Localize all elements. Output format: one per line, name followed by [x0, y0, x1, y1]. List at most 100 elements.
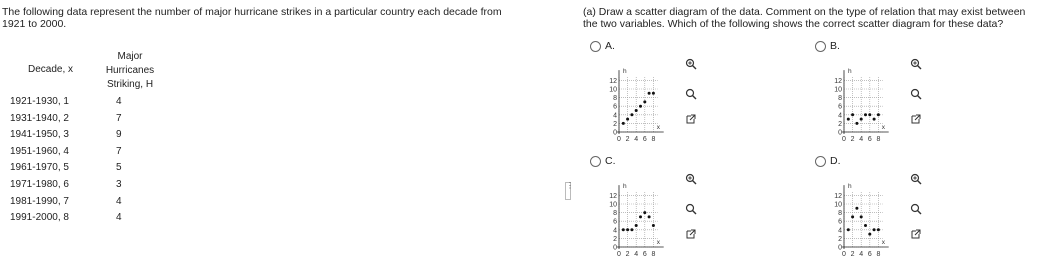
- icon-shape: [685, 88, 695, 98]
- icon-shape: [692, 180, 697, 185]
- x-tick-label: 0: [617, 136, 621, 143]
- table-cell: 7: [116, 145, 122, 157]
- x-axis-label: x: [657, 124, 661, 131]
- point: [864, 113, 867, 117]
- table-cell: 1951-1960, 4: [10, 145, 69, 157]
- icon-link[interactable]: [685, 228, 697, 240]
- point: [868, 232, 872, 236]
- icon-shape: [910, 173, 920, 183]
- x-axis-label: x: [882, 124, 886, 131]
- point: [643, 211, 647, 215]
- y-tick-label: 8: [838, 210, 842, 217]
- splitter[interactable]: ⋮: [565, 182, 574, 200]
- option-label: B.: [830, 40, 840, 52]
- table-cell: 1991-2000, 8: [10, 212, 69, 224]
- option-radio[interactable]: A.: [590, 40, 615, 52]
- point: [859, 117, 863, 121]
- y-tick-label: 6: [613, 104, 617, 111]
- icon-zoom-in[interactable]: [685, 58, 697, 70]
- icon-shape: [913, 176, 917, 180]
- y-tick-label: 8: [613, 95, 617, 102]
- y-tick-label: 0: [613, 130, 617, 137]
- icon-link[interactable]: [910, 228, 922, 240]
- icon-shape: [917, 210, 922, 215]
- icon-zoom-in[interactable]: [910, 58, 922, 70]
- x-tick-label: 8: [651, 251, 655, 258]
- table-cell: 1961-1970, 5: [10, 162, 69, 174]
- y-tick-label: 2: [838, 236, 842, 243]
- y-tick-label: 0: [838, 130, 842, 137]
- point: [651, 224, 655, 227]
- table-cell: 4: [116, 212, 122, 224]
- icon-shape: [913, 61, 917, 65]
- y-tick-label: 2: [613, 236, 617, 243]
- y-tick-label: 4: [613, 112, 617, 119]
- y-tick-label: 6: [838, 219, 842, 226]
- icon-zoom-out[interactable]: [685, 203, 697, 215]
- point: [630, 113, 634, 117]
- y-tick-label: 6: [613, 219, 617, 226]
- y-axis-label: h: [848, 183, 852, 190]
- icon-zoom-in[interactable]: [910, 173, 922, 185]
- icon-shape: [917, 65, 922, 70]
- icon-shape: [917, 180, 922, 185]
- x-tick-label: 2: [851, 136, 855, 143]
- radio-button[interactable]: [590, 40, 601, 52]
- y-tick-label: 12: [609, 78, 617, 85]
- icon-zoom-in[interactable]: [685, 173, 697, 185]
- icon-link[interactable]: [910, 113, 922, 125]
- x-tick-label: 6: [868, 251, 872, 258]
- option-radio[interactable]: B.: [815, 40, 840, 52]
- point: [868, 113, 872, 117]
- point: [626, 228, 630, 232]
- y-tick-label: 12: [834, 193, 842, 200]
- point: [876, 228, 880, 232]
- icon-shape: [911, 114, 921, 124]
- icon-shape: [692, 65, 697, 70]
- icon-shape: [910, 58, 920, 68]
- y-tick-label: 6: [838, 104, 842, 111]
- intro: The following data represent the number …: [2, 6, 502, 30]
- x-tick-label: 8: [876, 136, 880, 143]
- option-radio[interactable]: C.: [590, 155, 616, 167]
- y-tick-label: 2: [613, 121, 617, 128]
- y-tick-label: 12: [834, 78, 842, 85]
- option-label: D.: [830, 155, 841, 167]
- point: [621, 228, 625, 232]
- x-tick-label: 0: [617, 251, 621, 258]
- radio-button[interactable]: [815, 155, 826, 167]
- table-cell: 1941-1950, 3: [10, 129, 69, 141]
- y-tick-label: 10: [609, 202, 617, 209]
- y-axis-label: h: [848, 68, 852, 75]
- icon-zoom-out[interactable]: [910, 203, 922, 215]
- point: [859, 215, 863, 219]
- icon-shape: [917, 95, 922, 100]
- option-radio[interactable]: D.: [815, 155, 841, 167]
- question: (a) Draw a scatter diagram of the data. …: [583, 6, 1026, 30]
- radio-button[interactable]: [815, 40, 826, 52]
- x-tick-label: 2: [626, 251, 630, 258]
- table-cell: 4: [116, 195, 122, 207]
- table-cell: 7: [116, 112, 122, 124]
- y-tick-label: 0: [613, 245, 617, 252]
- x-tick-label: 4: [634, 251, 638, 258]
- icon-zoom-out[interactable]: [910, 88, 922, 100]
- y-tick-label: 10: [834, 202, 842, 209]
- point: [876, 113, 880, 117]
- x-axis-label: x: [882, 239, 886, 246]
- point: [639, 104, 642, 108]
- point: [855, 121, 859, 125]
- x-tick-label: 6: [643, 136, 647, 143]
- radio-button[interactable]: [590, 155, 601, 167]
- y-tick-label: 10: [834, 87, 842, 94]
- icon-zoom-out[interactable]: [685, 88, 697, 100]
- icon-shape: [686, 229, 696, 239]
- table-cell: 5: [116, 162, 122, 174]
- y-tick-label: 8: [838, 95, 842, 102]
- y-axis-label: h: [623, 68, 627, 75]
- table-cell: 1921-1930, 1: [10, 96, 69, 107]
- point: [872, 117, 876, 121]
- icon-link[interactable]: [685, 113, 697, 125]
